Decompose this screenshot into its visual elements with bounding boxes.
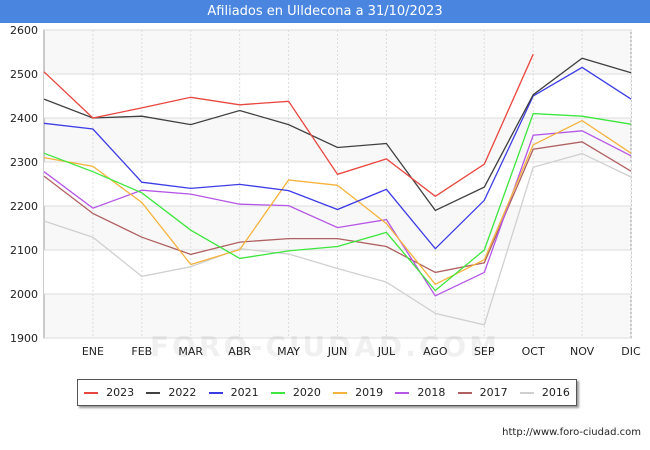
legend-item-2023: 2023 — [84, 386, 134, 399]
x-tick-label: OCT — [522, 345, 545, 358]
legend-item-2022: 2022 — [146, 386, 196, 399]
series-line-2018 — [43, 130, 632, 297]
legend-item-2021: 2021 — [208, 386, 259, 399]
x-tick-label: ENE — [82, 345, 104, 358]
legend-swatch — [395, 391, 410, 394]
legend-label: 2022 — [168, 386, 197, 399]
legend: 2023 2022 2021 2020 2019 2018 2017 2016 — [77, 379, 577, 406]
legend-label: 2016 — [541, 386, 570, 399]
series-line-2017 — [43, 141, 632, 274]
y-tick-label: 2100 — [10, 244, 38, 257]
series-line-2023 — [43, 53, 534, 198]
legend-label: 2023 — [106, 386, 135, 399]
legend-label: 2021 — [230, 386, 259, 399]
legend-item-2016: 2016 — [519, 386, 570, 399]
legend-label: 2017 — [479, 386, 508, 399]
legend-swatch — [84, 391, 99, 394]
x-tick-label: FEB — [131, 345, 152, 358]
series-line-2016 — [43, 152, 632, 326]
legend-swatch — [519, 391, 534, 394]
y-tick-label: 2400 — [10, 112, 38, 125]
x-tick-label: MAR — [178, 345, 203, 358]
legend-item-2019: 2019 — [333, 386, 383, 399]
y-tick-label: 2600 — [10, 24, 38, 37]
series-line-2022 — [43, 57, 632, 212]
legend-swatch — [270, 391, 285, 394]
y-tick-label: 2200 — [10, 200, 38, 213]
series-line-2020 — [43, 112, 632, 292]
legend-swatch — [208, 391, 223, 394]
legend-item-2018: 2018 — [395, 386, 445, 399]
legend-item-2020: 2020 — [270, 386, 321, 399]
y-tick-label: 2000 — [10, 288, 38, 301]
x-tick-label: NOV — [570, 345, 595, 358]
chart-title: Afiliados en Ulldecona a 31/10/2023 — [0, 0, 650, 23]
y-tick-label: 2500 — [10, 68, 38, 81]
legend-swatch — [333, 391, 348, 394]
legend-swatch — [146, 391, 161, 394]
x-tick-label: DIC — [621, 345, 641, 358]
line-chart: 1900 2000 2100 2200 2300 2400 2500 2600 ENE FEB M… — [10, 24, 641, 358]
legend-swatch — [457, 391, 472, 394]
legend-label: 2020 — [292, 386, 321, 399]
x-tick-label: SEP — [474, 345, 495, 358]
x-tick-label: ABR — [228, 345, 251, 358]
x-tick-label: AGO — [423, 345, 448, 358]
legend-label: 2018 — [417, 386, 446, 399]
legend-item-2017: 2017 — [457, 386, 508, 399]
legend-label: 2019 — [355, 386, 384, 399]
y-tick-label: 2300 — [10, 156, 38, 169]
x-tick-label: JUN — [327, 345, 348, 358]
series-line-2019 — [43, 119, 632, 286]
y-tick-label: 1900 — [10, 332, 38, 345]
x-tick-label: JUL — [377, 345, 396, 358]
x-tick-label: MAY — [277, 345, 300, 358]
source-url: http://www.foro-ciudad.com — [502, 427, 641, 438]
watermark: FORO-CIUDAD.COM — [149, 330, 501, 363]
